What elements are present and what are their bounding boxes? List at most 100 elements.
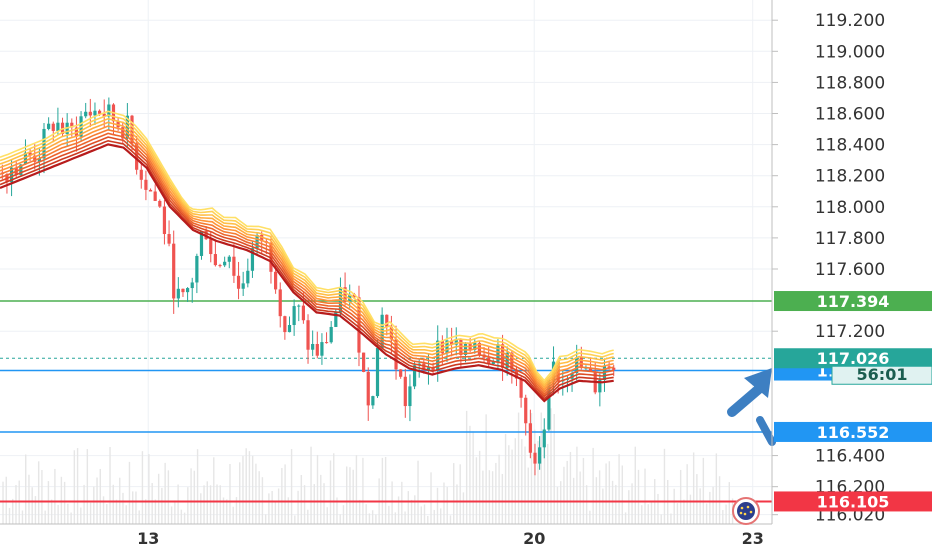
volume-bar: [696, 474, 698, 524]
volume-bar: [303, 485, 306, 524]
candle-body: [454, 338, 458, 345]
volume-bar: [501, 473, 504, 524]
candle-body: [144, 179, 148, 190]
candle-body: [167, 234, 171, 244]
volume-bar: [712, 486, 714, 524]
volume-bar: [524, 446, 526, 524]
volume-bar: [170, 506, 173, 524]
volume-bar: [725, 504, 727, 524]
volume-bar: [388, 505, 390, 524]
volume-bar: [209, 485, 212, 524]
volume-bar: [157, 473, 160, 524]
volume-bar: [407, 491, 410, 524]
arrow-tail: [756, 416, 776, 446]
y-tick-label: 118.600: [815, 105, 885, 125]
y-tick-label: 118.000: [815, 198, 885, 218]
volume-bar: [216, 484, 218, 524]
volume-bar: [676, 503, 679, 524]
volume-bar: [391, 481, 393, 524]
volume-bar: [313, 484, 315, 524]
candle-body: [505, 352, 509, 368]
volume-bar: [161, 487, 163, 524]
volume-bar: [323, 483, 325, 524]
volume-bar: [138, 510, 140, 524]
volume-bar: [226, 499, 228, 524]
volume-bar: [352, 469, 354, 524]
y-tick-label: 118.800: [815, 73, 885, 93]
candle-body: [399, 369, 403, 377]
volume-bar: [141, 451, 144, 524]
candle-body: [375, 348, 380, 397]
volume-bar: [80, 507, 82, 524]
volume-bar: [485, 414, 487, 524]
candle-body: [412, 365, 417, 387]
candle-body: [102, 113, 106, 117]
volume-bar: [472, 431, 474, 524]
volume-bar: [397, 496, 400, 524]
ribbon-line: [0, 139, 614, 400]
volume-bar: [320, 474, 322, 524]
volume-bar: [469, 425, 471, 524]
candle-body: [297, 305, 301, 307]
level-badge-bg: [774, 421, 932, 442]
volume-bar: [268, 493, 270, 524]
candle-body: [283, 316, 287, 333]
x-tick-label: 13: [137, 529, 159, 548]
candle-body: [162, 206, 167, 235]
candle-body: [538, 447, 542, 464]
volume-bar: [180, 509, 183, 524]
volume-bar: [200, 493, 202, 524]
volume-bar: [553, 413, 555, 524]
globe-icon[interactable]: [732, 497, 760, 525]
volume-bar: [446, 486, 448, 524]
volume-bar: [689, 494, 692, 524]
candle-body: [371, 396, 375, 406]
volume-bar: [83, 484, 85, 524]
volume-bar: [102, 496, 105, 524]
volume-bar: [427, 515, 429, 524]
volume-bar: [50, 499, 53, 524]
candle-body: [42, 128, 46, 159]
volume-bar: [602, 488, 604, 524]
volume-bar: [608, 461, 611, 524]
volume-bar: [251, 455, 254, 524]
candle-body: [329, 326, 333, 343]
volume-bar: [60, 476, 63, 524]
y-tick-label: 117.800: [815, 229, 885, 249]
volume-bar: [255, 463, 257, 524]
volume-bar: [615, 484, 617, 524]
y-tick-label: 117.200: [815, 322, 885, 342]
candle-body: [528, 423, 532, 453]
candle-body: [56, 122, 60, 131]
volume-bar: [715, 453, 718, 524]
volume-bar: [329, 460, 332, 524]
ribbon-line: [0, 110, 614, 382]
volume-bar: [174, 500, 176, 524]
volume-bar: [527, 467, 529, 524]
volume-bar: [277, 488, 280, 524]
volume-bar: [229, 463, 231, 524]
volume-bar: [245, 448, 247, 524]
ribbon-line: [0, 128, 614, 394]
volume-bar: [673, 488, 675, 524]
candle-body: [362, 352, 366, 372]
volume-bar: [462, 492, 465, 524]
volume-bars: [2, 408, 734, 524]
x-tick-label: 20: [523, 529, 545, 548]
volume-bar: [89, 502, 92, 524]
volume-bar: [122, 492, 124, 524]
volume-bar: [705, 503, 708, 524]
volume-bar: [440, 508, 442, 524]
volume-bar: [582, 457, 585, 524]
candle-body: [491, 361, 495, 365]
volume-bar: [112, 484, 114, 524]
volume-bar: [34, 496, 37, 524]
volume-bar: [517, 412, 520, 524]
candle-body: [385, 314, 389, 327]
candle-body: [28, 152, 32, 156]
volume-bar: [692, 452, 695, 524]
candle-body: [135, 143, 139, 170]
volume-bar: [556, 486, 559, 524]
volume-bar: [508, 445, 510, 524]
countdown-label: 56:01: [857, 365, 908, 384]
